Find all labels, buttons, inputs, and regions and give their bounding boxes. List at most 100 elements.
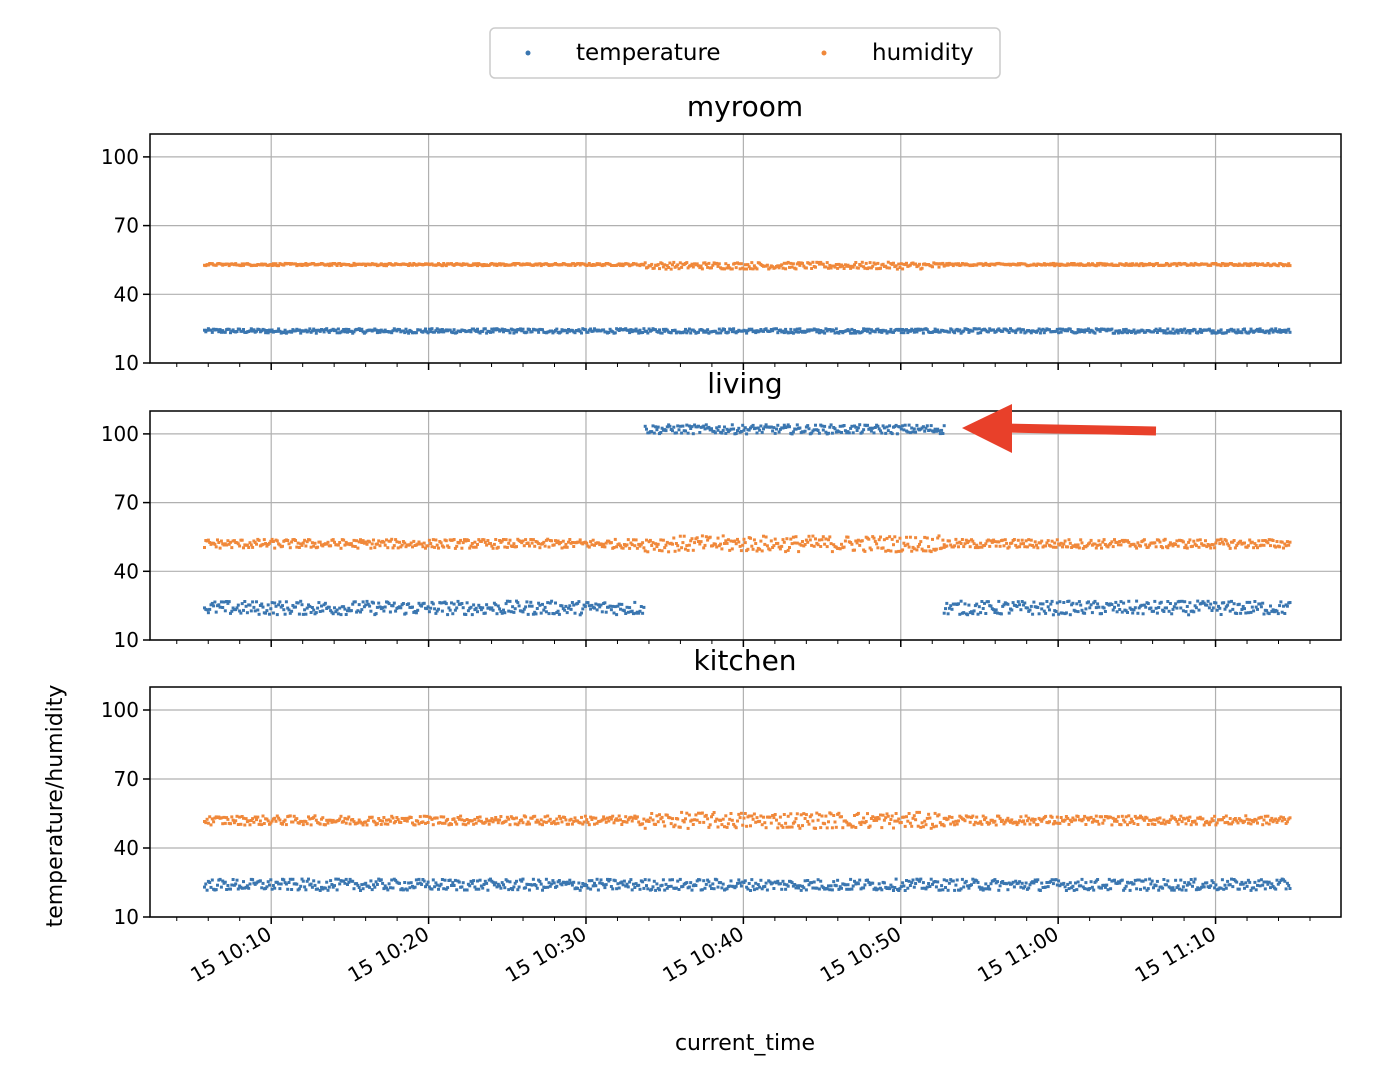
data-point-temperature [223,330,227,334]
data-point-humidity [1245,545,1249,549]
data-point-humidity [890,814,894,818]
data-point-temperature [567,328,570,331]
data-point-temperature [596,888,600,892]
data-point-temperature [1211,606,1215,610]
data-point-temperature [867,880,871,884]
data-point-temperature [479,608,483,612]
data-point-temperature [474,887,478,891]
data-point-humidity [762,815,765,819]
data-point-humidity [1022,542,1025,546]
data-point-temperature [1152,886,1155,890]
data-point-temperature [210,878,214,882]
data-point-temperature [469,330,473,334]
data-point-humidity [1015,545,1019,549]
data-point-temperature [663,888,667,892]
data-point-temperature [997,888,1001,892]
data-point-temperature [1228,883,1232,887]
data-point-temperature [327,885,331,889]
data-point-humidity [668,816,672,820]
data-point-temperature [1246,878,1250,882]
data-point-humidity [641,822,645,826]
data-point-temperature [434,329,438,333]
data-point-humidity [879,813,882,817]
data-point-humidity [1118,540,1122,543]
data-point-temperature [1075,331,1079,335]
data-point-humidity [643,261,647,265]
data-point-temperature [1062,881,1066,885]
data-point-humidity [876,261,880,265]
data-point-temperature [1287,884,1291,887]
data-point-humidity [725,541,729,545]
data-point-temperature [442,887,446,891]
data-point-humidity [772,816,776,820]
data-point-temperature [697,424,700,428]
data-point-temperature [503,886,507,890]
data-point-temperature [1102,883,1106,887]
data-point-temperature [918,879,921,883]
data-point-humidity [1070,546,1074,549]
data-point-humidity [742,537,746,541]
data-point-temperature [270,601,274,605]
data-point-temperature [749,889,752,892]
data-point-temperature [925,328,929,332]
data-point-humidity [673,549,677,553]
data-point-temperature [600,610,604,614]
data-point-humidity [1115,540,1119,544]
data-point-humidity [1166,546,1170,550]
data-point-humidity [438,821,442,825]
data-point-humidity [477,538,481,542]
data-point-humidity [1015,823,1019,827]
legend-label-humidity: humidity [872,40,974,66]
data-point-temperature [719,331,723,335]
data-point-humidity [868,546,872,550]
data-point-humidity [1235,543,1239,547]
data-point-humidity [637,820,641,824]
data-point-temperature [594,884,598,888]
data-point-temperature [505,879,509,883]
data-point-temperature [503,611,507,615]
data-point-humidity [308,817,312,821]
data-point-temperature [975,327,979,331]
data-point-humidity [1022,819,1025,823]
data-point-temperature [906,886,910,890]
data-point-temperature [912,330,916,334]
data-point-temperature [300,877,304,881]
data-point-temperature [1036,606,1040,609]
data-point-humidity [906,542,910,546]
data-point-temperature [1051,613,1055,617]
data-point-humidity [603,545,607,549]
data-point-temperature [962,329,966,333]
data-point-humidity [1093,542,1097,546]
data-point-temperature [1224,886,1228,890]
data-point-humidity [902,541,906,545]
data-point-humidity [239,822,243,826]
data-point-humidity [278,818,282,822]
data-point-temperature [1100,612,1103,616]
data-point-temperature [797,886,801,890]
data-point-temperature [476,610,479,614]
data-point-humidity [804,266,808,270]
data-point-temperature [1075,888,1079,892]
data-point-humidity [361,823,365,827]
data-point-humidity [487,822,491,826]
data-point-temperature [490,606,494,610]
data-point-temperature [230,609,234,613]
data-point-humidity [630,543,634,547]
data-point-humidity [832,543,836,547]
data-point-temperature [1248,330,1252,334]
data-point-humidity [476,543,479,546]
data-point-humidity [752,538,756,542]
data-point-humidity [1175,539,1179,543]
data-point-humidity [538,262,542,266]
data-point-humidity [842,267,846,270]
data-point-humidity [973,546,977,550]
data-point-humidity [717,262,721,266]
data-point-temperature [205,888,209,892]
data-point-temperature [372,601,375,605]
data-point-humidity [1155,262,1159,265]
data-point-temperature [778,328,782,332]
data-point-humidity [301,541,305,545]
data-point-temperature [763,425,767,429]
data-point-temperature [1162,331,1166,335]
data-point-humidity [963,819,967,823]
